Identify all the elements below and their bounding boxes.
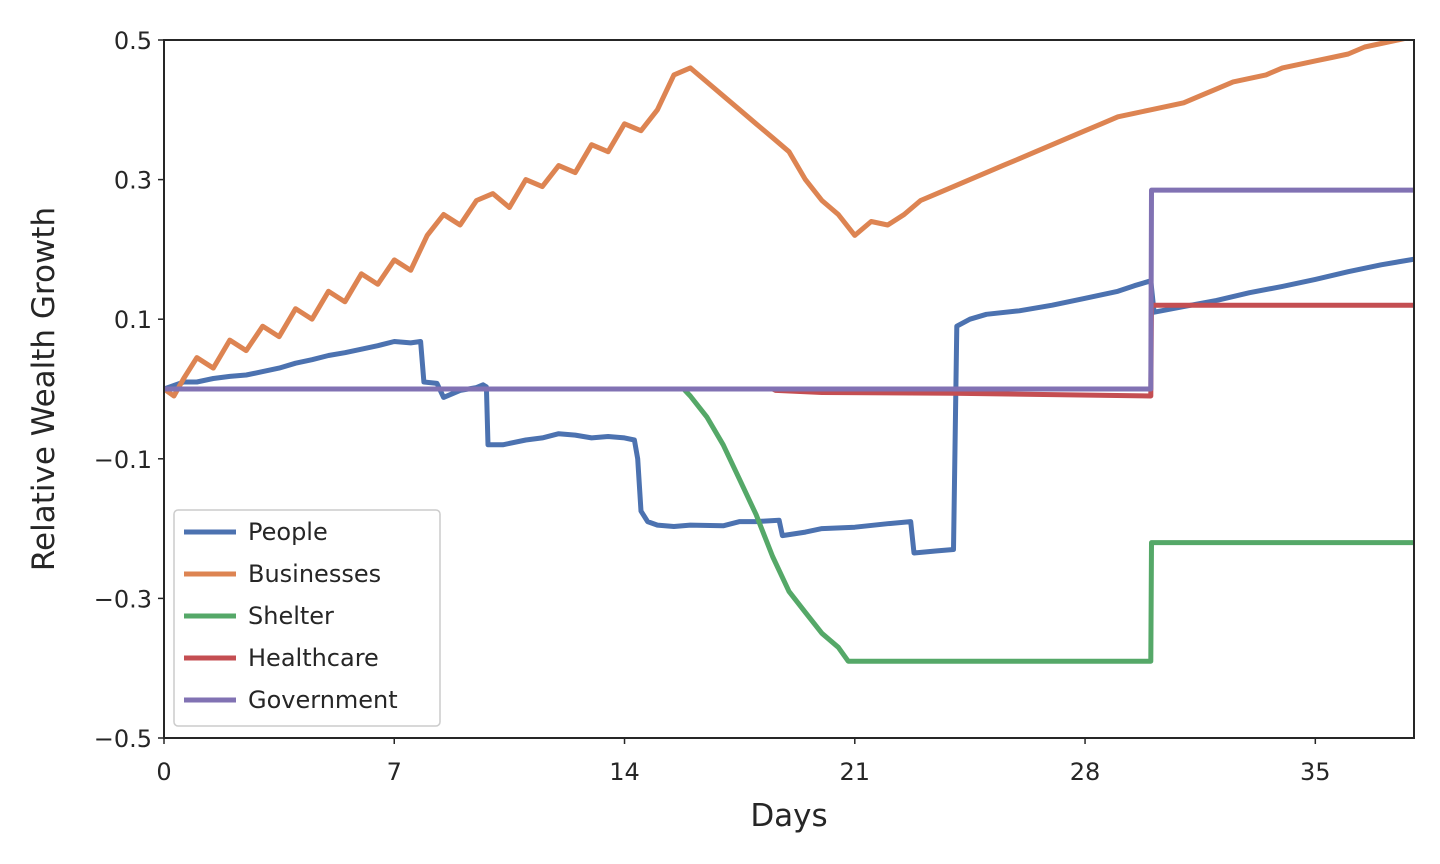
series-line-people	[164, 256, 1414, 556]
y-tick-label: 0.5	[114, 27, 152, 55]
legend-box	[173, 509, 441, 727]
legend-label-people: People	[248, 518, 328, 546]
legend-label-shelter: Shelter	[248, 602, 334, 630]
y-tick-label: 0.3	[114, 167, 152, 195]
y-tick-label: 0.1	[114, 306, 152, 334]
x-tick-label: 21	[840, 758, 871, 786]
series-line-shelter	[164, 386, 1414, 664]
y-tick-label: −0.1	[94, 446, 152, 474]
series-line-businesses	[164, 40, 1410, 399]
x-tick-label: 28	[1070, 758, 1101, 786]
x-axis-label: Days	[750, 798, 827, 834]
legend-label-healthcare: Healthcare	[248, 644, 379, 672]
y-tick-label: −0.5	[94, 725, 152, 753]
legend-label-businesses: Businesses	[248, 560, 381, 588]
x-tick-label: 35	[1300, 758, 1331, 786]
x-tick-label: 14	[609, 758, 640, 786]
y-tick-label: −0.3	[94, 585, 152, 613]
x-tick-label: 7	[387, 758, 402, 786]
legend: People Businesses Shelter Healthcare Governm…	[173, 509, 441, 727]
x-tick-label: 0	[156, 758, 171, 786]
series-line-government	[164, 187, 1414, 392]
y-axis-label: Relative Wealth Growth	[26, 207, 62, 571]
legend-label-government: Government	[248, 686, 398, 714]
plot-frame	[163, 39, 1415, 739]
